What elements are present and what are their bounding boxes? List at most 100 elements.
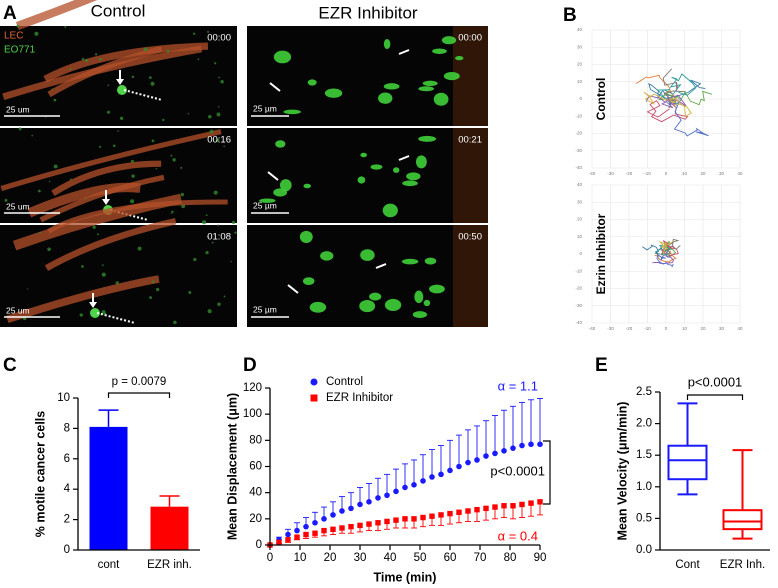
vessel (0, 129, 222, 191)
timestamp: 00:21 (458, 135, 482, 146)
cell (115, 281, 119, 285)
scale-label: 25 µm (253, 304, 277, 314)
cell (64, 26, 67, 29)
cell (378, 92, 393, 104)
cell (208, 115, 212, 119)
cell (119, 116, 124, 120)
arrow-head (102, 199, 110, 205)
column-title: Control (91, 1, 146, 20)
y-tick-label: 120 (243, 382, 262, 394)
marker (474, 457, 480, 463)
marker (321, 527, 327, 534)
cell (414, 290, 424, 304)
y-tick-label: 40 (577, 27, 583, 32)
y-tick-label: 6 (64, 453, 70, 465)
cell (320, 251, 334, 261)
legend-marker (310, 378, 318, 386)
marker (339, 525, 345, 531)
marker (474, 506, 480, 513)
cell (99, 145, 102, 148)
vessel (43, 42, 209, 83)
y-tick-label: 0 (256, 539, 262, 551)
y-tick-label: -30 (575, 303, 582, 308)
marker (510, 445, 516, 451)
cell (275, 140, 286, 148)
cell (307, 79, 317, 86)
cell-track (662, 68, 686, 109)
x-tick-label: -20 (626, 171, 633, 176)
cell (418, 86, 435, 92)
cell (31, 134, 33, 137)
y-tick-label: 1.0 (636, 481, 652, 493)
cell (192, 32, 196, 35)
y-tick-label: 30 (577, 44, 583, 49)
cell-track (654, 245, 672, 256)
cell (223, 145, 225, 148)
cell (53, 164, 58, 169)
cell-track (645, 94, 687, 109)
cell-track (658, 240, 674, 255)
cell (180, 166, 183, 169)
timestamp: 01:08 (207, 232, 231, 243)
cell (279, 179, 292, 192)
timestamp: 00:50 (458, 232, 482, 243)
x-tick-label: -30 (607, 171, 614, 176)
x-tick-label: 40 (737, 171, 743, 176)
cell (370, 164, 383, 170)
marker (312, 530, 318, 536)
cell (383, 38, 391, 50)
marker (357, 501, 363, 508)
marker (339, 508, 345, 514)
bar (150, 506, 189, 550)
cell (193, 257, 197, 262)
arrow (398, 49, 410, 55)
y-tick-label: -20 (575, 131, 582, 136)
y-tick-label: 2.0 (636, 418, 652, 430)
cell-track (643, 91, 692, 118)
vessel (47, 199, 228, 234)
y-tick-label: -40 (575, 320, 582, 325)
x-tick-label: 40 (737, 326, 743, 331)
legend-label: EZR Inhibitor (326, 392, 393, 404)
x-tick-label: -20 (626, 326, 633, 331)
y-tick-label: 100 (243, 408, 262, 420)
cell (360, 249, 375, 261)
cell-track (665, 96, 709, 137)
marker (375, 495, 381, 501)
cell (357, 176, 366, 184)
cell-track (656, 253, 674, 268)
cell (188, 291, 192, 294)
cell (37, 189, 41, 193)
cell (423, 299, 431, 307)
cell (206, 235, 210, 238)
cell (166, 49, 170, 53)
cell (101, 272, 106, 277)
cell (117, 85, 127, 95)
marker (402, 484, 408, 491)
x-tick-label: 0 (665, 326, 668, 331)
p-value: p<0.0001 (490, 463, 545, 478)
panel-letter: D (243, 355, 257, 376)
cell (299, 230, 313, 243)
marker (465, 459, 471, 466)
cell (4, 198, 8, 202)
cell (131, 174, 135, 178)
bar (89, 426, 128, 550)
legend-label: Control (326, 376, 363, 388)
marker (537, 441, 543, 448)
x-tick-label: -10 (644, 171, 651, 176)
marker (528, 500, 534, 506)
cell (130, 159, 134, 163)
marker (393, 488, 399, 495)
cell (117, 130, 119, 132)
cell (94, 53, 98, 56)
x-tick-label: 20 (324, 552, 337, 564)
y-tick-label: -40 (575, 165, 582, 170)
marker (483, 453, 489, 459)
box (667, 444, 708, 481)
cell (369, 292, 382, 301)
cell (85, 58, 89, 63)
cell (170, 212, 173, 214)
cell (99, 57, 102, 61)
cell (18, 127, 22, 131)
